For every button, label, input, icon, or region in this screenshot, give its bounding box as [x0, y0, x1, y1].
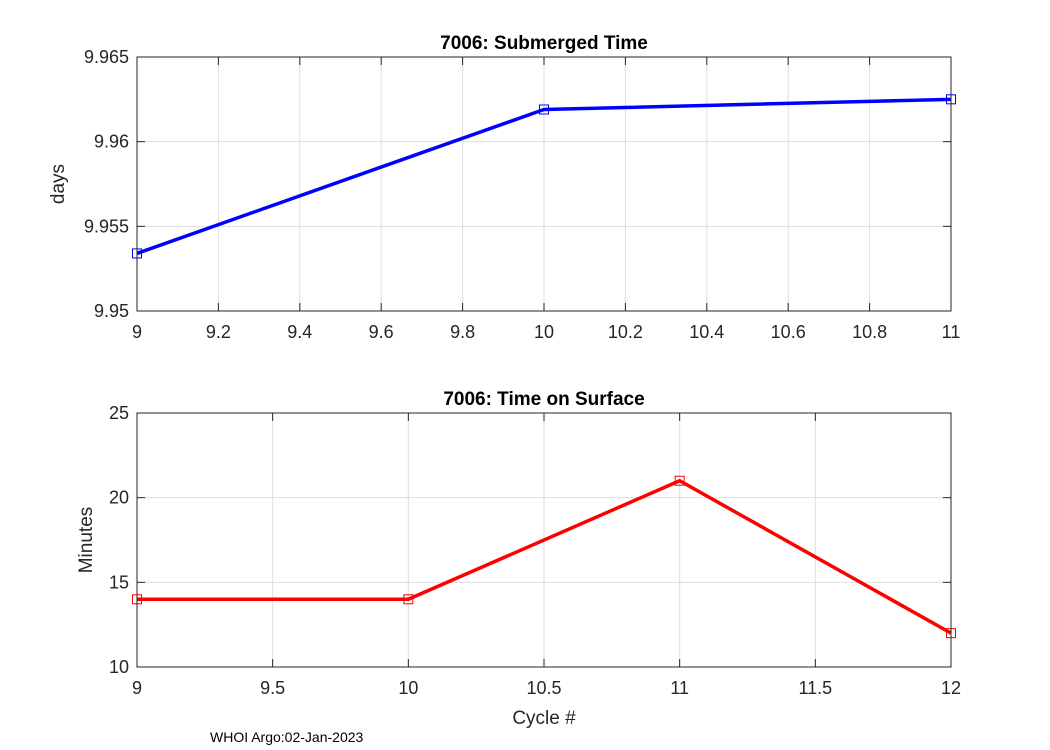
submerged-time-xtick-label: 9.8: [450, 322, 475, 342]
time-on-surface-chart: 9 9.5 10 10.5 11 11.5 12 10 15 20 25 7006: Time on…: [76, 389, 961, 729]
time-on-surface-series-line: [137, 478, 952, 635]
time-on-surface-title: 7006: Time on Surface: [443, 389, 644, 410]
submerged-time-xtick-label: 9.2: [206, 322, 231, 342]
submerged-time-ytick-label: 9.95: [94, 301, 129, 321]
time-on-surface-ytick-label: 10: [109, 657, 129, 677]
time-on-surface-xtick-label: 10.5: [526, 678, 561, 698]
submerged-time-xtick-label: 11: [942, 322, 961, 342]
time-on-surface-data-point: [403, 594, 414, 605]
submerged-time-xtick-label: 9.4: [287, 322, 312, 342]
submerged-time-ylabel: days: [48, 164, 69, 204]
time-on-surface-xtick-label: 11.5: [798, 678, 832, 698]
submerged-time-chart: 9 9.2 9.4 9.6 9.8 10 10.2 10.4 10.6 10.8 11 9.95 9.9…: [48, 33, 960, 342]
time-on-surface-xtick-label: 9.5: [260, 678, 285, 698]
submerged-time-xtick-label: 9.6: [369, 322, 394, 342]
time-on-surface-xtick-label: 10: [398, 678, 418, 698]
time-on-surface-xlabel: Cycle #: [512, 708, 576, 729]
time-on-surface-ytick-label: 15: [109, 572, 129, 592]
footer-credit: WHOI Argo:02-Jan-2023: [210, 729, 364, 745]
submerged-time-ytick-label: 9.955: [84, 216, 129, 236]
submerged-time-xtick-label: 10.8: [852, 322, 887, 342]
submerged-time-ytick-label: 9.965: [84, 47, 129, 67]
time-on-surface-ticks: 9 9.5 10 10.5 11 11.5 12 10 15 20 25: [109, 403, 961, 698]
submerged-time-data-point: [539, 104, 549, 115]
submerged-time-ticks: 9 9.2 9.4 9.6 9.8 10 10.2 10.4 10.6 10.8 11 9.95 9.9…: [84, 47, 960, 342]
submerged-time-xtick-label: 10.2: [608, 322, 643, 342]
submerged-time-xtick-label: 10.6: [771, 322, 806, 342]
time-on-surface-ylabel: Minutes: [76, 507, 97, 574]
time-on-surface-xtick-label: 12: [941, 678, 961, 698]
submerged-time-xtick-label: 10: [534, 322, 554, 342]
submerged-time-series-line: [136, 97, 952, 256]
time-on-surface-ytick-label: 25: [109, 403, 129, 423]
submerged-time-xtick-label: 9: [132, 322, 142, 342]
time-on-surface-data-point: [674, 475, 685, 486]
time-on-surface-ytick-label: 20: [109, 488, 129, 508]
time-on-surface-xtick-label: 9: [132, 678, 142, 698]
submerged-time-xtick-label: 10.4: [689, 322, 724, 342]
time-on-surface-xtick-label: 11: [670, 678, 689, 698]
submerged-time-title: 7006: Submerged Time: [440, 33, 648, 54]
submerged-time-ytick-label: 9.96: [94, 132, 129, 152]
